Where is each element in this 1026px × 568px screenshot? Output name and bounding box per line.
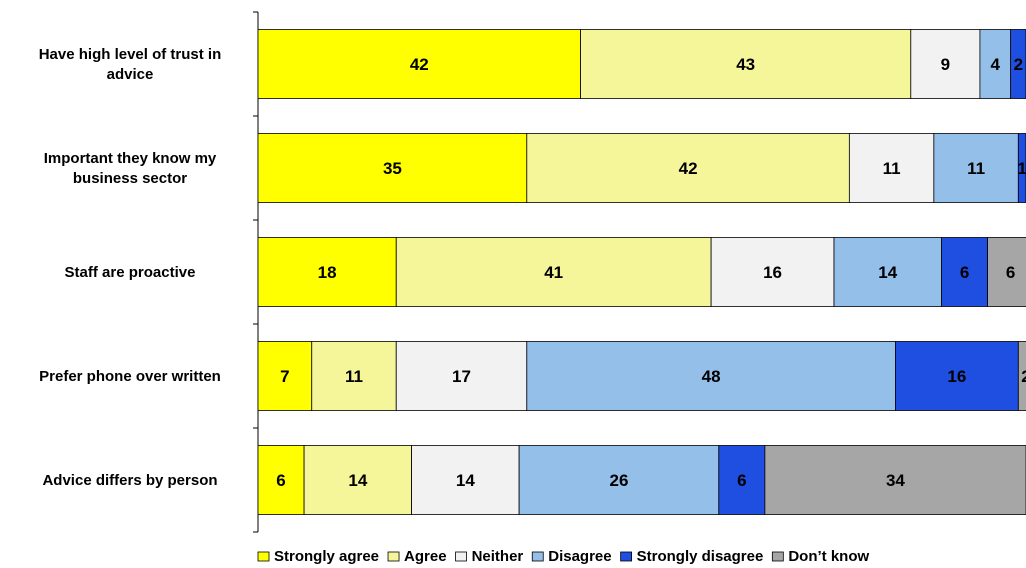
bar-segment [526, 133, 850, 203]
bar-segment [257, 341, 313, 411]
legend-swatch [620, 551, 633, 562]
category-labels: Have high level of trust in advice Importa… [39, 46, 222, 489]
category-label: Important they know my [44, 150, 217, 167]
value-label: 6 [737, 471, 746, 490]
bar-segment [518, 445, 720, 515]
value-label: 26 [609, 471, 628, 490]
value-label: 17 [452, 367, 471, 386]
value-label: 2 [1014, 55, 1023, 74]
value-label: 34 [886, 471, 905, 490]
value-label: 18 [318, 263, 337, 282]
value-label: 43 [736, 55, 755, 74]
value-label: 11 [883, 159, 901, 178]
value-label: 6 [276, 471, 285, 490]
value-label: 9 [941, 55, 950, 74]
bar-segment [526, 341, 896, 411]
legend-swatch [257, 551, 270, 562]
bar-segment [257, 445, 305, 515]
value-label: 14 [348, 471, 367, 490]
value-label: 2 [1021, 367, 1026, 386]
bar-segment [718, 445, 766, 515]
value-labels: 4243942235421111121841161466711174816261… [276, 55, 1026, 490]
value-label: 7 [280, 367, 289, 386]
bar-segment [979, 29, 1012, 99]
value-label: 11 [345, 367, 363, 386]
value-label: 41 [544, 263, 563, 282]
bar-segment [1010, 29, 1026, 99]
category-label: advice [107, 66, 154, 83]
legend-swatch [455, 551, 467, 562]
bar-segment [1017, 341, 1026, 411]
bar-segment [395, 237, 712, 307]
bar-segment [910, 29, 981, 99]
bar-segment [895, 341, 1019, 411]
value-label: 16 [763, 263, 782, 282]
legend-swatch [771, 551, 784, 562]
legend-label: Agree [404, 548, 447, 565]
value-label: 42 [679, 159, 698, 178]
category-label: Prefer phone over written [39, 368, 221, 385]
value-label: 35 [383, 159, 402, 178]
value-label: 14 [878, 263, 897, 282]
bar-segment [257, 29, 581, 99]
bars [257, 29, 1026, 515]
bar-segment [848, 133, 935, 203]
bar-segment [941, 237, 989, 307]
category-axis [253, 11, 259, 533]
legend-label: Don’t know [788, 548, 869, 565]
legend-swatch [387, 551, 400, 562]
legend-label: Strongly agree [274, 548, 379, 565]
value-label: 11 [967, 159, 985, 178]
bar-segment [987, 237, 1026, 307]
category-label: Have high level of trust in [39, 46, 222, 63]
value-label: 6 [960, 263, 969, 282]
bar-segment [764, 445, 1026, 515]
bar-segment [311, 341, 397, 411]
bar-segment [411, 445, 520, 515]
legend-swatch [531, 551, 544, 562]
bar-segment [710, 237, 835, 307]
value-label: 14 [456, 471, 475, 490]
legend-label: Neither [472, 548, 524, 565]
legend: Strongly agree Agree Neither Disagree Strong… [257, 548, 869, 565]
category-label: business sector [73, 170, 187, 187]
legend-label: Strongly disagree [637, 548, 764, 565]
category-label: Advice differs by person [42, 472, 217, 489]
bar-segment [1017, 133, 1026, 203]
category-label: Staff are proactive [65, 264, 196, 281]
bar-segment [303, 445, 412, 515]
legend-label: Disagree [548, 548, 611, 565]
value-label: 4 [991, 55, 1001, 74]
value-label: 48 [702, 367, 721, 386]
value-label: 42 [410, 55, 429, 74]
value-label: 1 [1017, 159, 1026, 178]
bar-segment [257, 237, 397, 307]
bar-segment [833, 237, 942, 307]
bar-segment [933, 133, 1019, 203]
bar-segment [580, 29, 912, 99]
value-label: 16 [947, 367, 966, 386]
value-label: 6 [1006, 263, 1015, 282]
